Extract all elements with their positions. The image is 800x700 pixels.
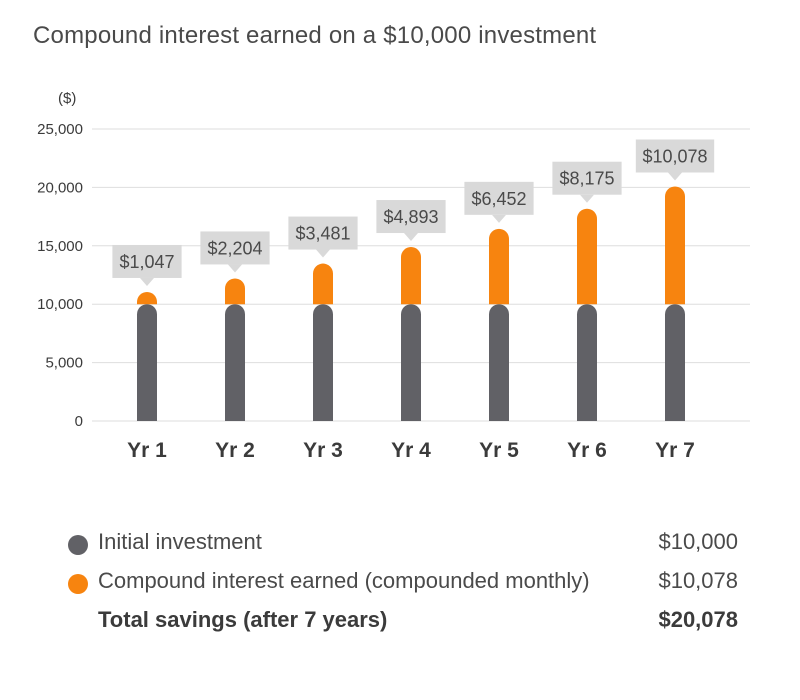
legend-total-label: Total savings (after 7 years) (98, 607, 388, 632)
y-tick-label: 10,000 (37, 296, 83, 313)
x-tick-label: Yr 2 (215, 439, 255, 462)
legend-value-compound-interest: $10,078 (658, 568, 738, 593)
data-label-pointer (668, 172, 682, 181)
data-label-box (288, 216, 358, 250)
bar-interest-segment (489, 228, 509, 305)
legend-item-compound-interest: Compound interest earned (compounded mon… (68, 567, 740, 606)
data-label-pointer (140, 277, 154, 286)
legend-label-compound-interest: Compound interest earned (compounded mon… (98, 568, 590, 593)
y-tick-label: 0 (75, 413, 83, 430)
data-label-pointer (228, 264, 242, 273)
legend-item-initial-investment: Initial investment $10,000 (68, 528, 740, 567)
legend-swatch-compound-interest (68, 574, 88, 594)
legend: Initial investment $10,000 Compound inte… (68, 528, 740, 645)
data-label: $1,047 (119, 252, 174, 272)
legend-swatch-initial-investment (68, 535, 88, 555)
data-label-pointer (404, 233, 418, 242)
data-label-box (200, 231, 270, 265)
data-label-box (376, 200, 446, 234)
y-tick-label: 5,000 (45, 355, 83, 372)
bar-initial-segment (401, 304, 421, 421)
data-label-pointer (580, 194, 594, 203)
y-tick-label: 20,000 (37, 179, 83, 196)
data-label: $6,452 (471, 189, 526, 209)
data-label: $3,481 (295, 224, 350, 244)
bar-interest-segment (665, 186, 685, 305)
bar-interest-segment (313, 263, 333, 305)
legend-total-value: $20,078 (658, 607, 738, 632)
data-label-pointer (316, 249, 330, 258)
bar-initial-segment (665, 304, 685, 421)
x-tick-label: Yr 6 (567, 439, 607, 462)
y-tick-label: 15,000 (37, 238, 83, 255)
bar-interest-segment (137, 291, 157, 305)
y-tick-label: 25,000 (37, 121, 83, 138)
y-axis-unit-label: ($) (58, 90, 76, 107)
bar-initial-segment (313, 304, 333, 421)
bar-initial-segment (225, 304, 245, 421)
chart-title: Compound interest earned on a $10,000 in… (33, 22, 597, 49)
bar-interest-segment (225, 278, 245, 305)
data-label: $10,078 (642, 146, 707, 166)
x-tick-label: Yr 1 (127, 439, 167, 462)
data-label: $8,175 (559, 169, 614, 189)
data-label: $2,204 (207, 238, 262, 258)
legend-total-row: Total savings (after 7 years) $20,078 (68, 606, 740, 645)
data-label-pointer (492, 214, 506, 223)
x-tick-label: Yr 3 (303, 439, 343, 462)
data-label-box (112, 244, 182, 278)
data-label-box (464, 181, 534, 215)
data-label: $4,893 (383, 207, 438, 227)
x-tick-label: Yr 5 (479, 439, 519, 462)
bar-initial-segment (489, 304, 509, 421)
legend-label-initial-investment: Initial investment (98, 529, 262, 554)
bar-interest-segment (401, 247, 421, 305)
x-tick-label: Yr 4 (391, 439, 431, 462)
bar-initial-segment (577, 304, 597, 421)
data-label-box (635, 139, 715, 173)
bar-interest-segment (577, 208, 597, 305)
bar-initial-segment (137, 304, 157, 421)
bar-chart: ($) 0 5,000 10,000 15,000 20,000 25,000 $1,047 Y… (37, 90, 750, 462)
data-label-box (552, 161, 622, 195)
legend-value-initial-investment: $10,000 (658, 529, 738, 554)
x-tick-label: Yr 7 (655, 439, 695, 462)
